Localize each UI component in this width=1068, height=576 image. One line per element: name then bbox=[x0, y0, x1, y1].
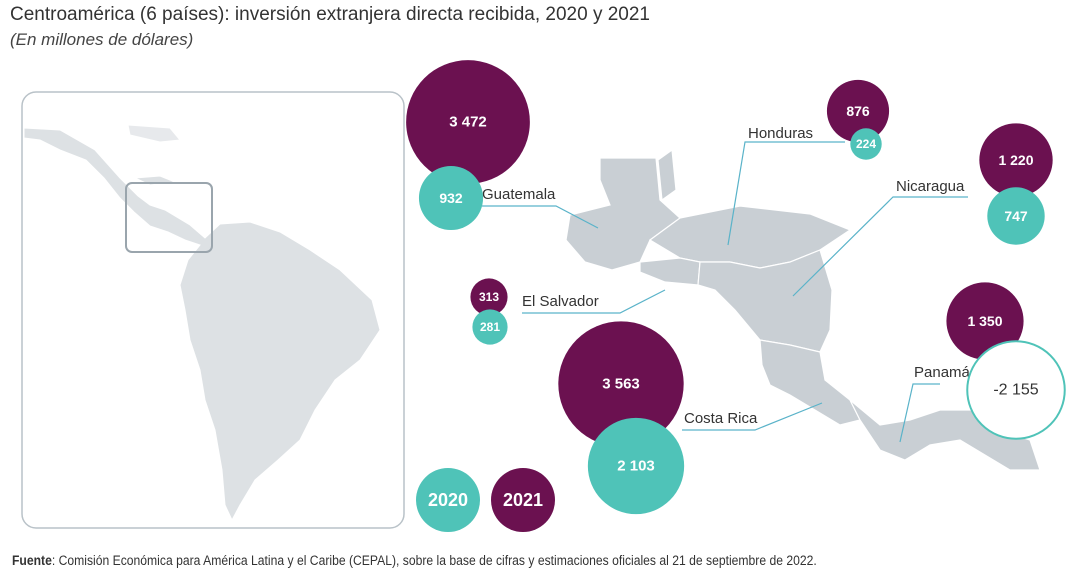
bubble-honduras-2020 bbox=[850, 128, 882, 160]
bubble-honduras-2021 bbox=[826, 79, 890, 143]
country-label-panama: Panamá bbox=[914, 364, 971, 381]
source-note: Fuente: Comisión Económica para América … bbox=[12, 553, 817, 568]
bubble-nicaragua-2021 bbox=[979, 123, 1053, 197]
map-nicaragua bbox=[697, 249, 833, 353]
chart-title: Centroamérica (6 países): inversión extr… bbox=[10, 4, 650, 25]
map-guatemala bbox=[565, 157, 681, 271]
inset-americas-map bbox=[23, 124, 381, 522]
bubble-value-el-salvador-2020: 281 bbox=[480, 320, 500, 334]
legend-bubble-2021 bbox=[491, 468, 555, 532]
bubble-value-el-salvador-2021: 313 bbox=[479, 290, 499, 304]
country-label-honduras: Honduras bbox=[748, 125, 813, 142]
leader-lines bbox=[482, 141, 968, 443]
legend-bubble-2020 bbox=[416, 468, 480, 532]
bubble-value-panama-2021: 1 350 bbox=[967, 313, 1002, 329]
bubble-guatemala-2020 bbox=[418, 165, 484, 231]
bubble-value-honduras-2021: 876 bbox=[846, 103, 870, 119]
map-costa-rica bbox=[759, 339, 861, 426]
inset-frame bbox=[21, 91, 405, 529]
chart-subtitle: (En millones de dólares) bbox=[10, 30, 194, 49]
country-label-nicaragua: Nicaragua bbox=[896, 178, 965, 195]
source-label: Fuente bbox=[12, 553, 52, 568]
bubble-panama-2020 bbox=[966, 340, 1066, 440]
map-el-salvador bbox=[639, 257, 701, 286]
map-panama bbox=[849, 399, 1041, 471]
source-text: : Comisión Económica para América Latina… bbox=[51, 553, 817, 568]
bubble-value-costa-rica-2021: 3 563 bbox=[602, 376, 640, 393]
map-belize bbox=[657, 148, 677, 202]
bubble-el-salvador-2021 bbox=[470, 278, 508, 316]
bubble-costa-rica-2021 bbox=[558, 321, 684, 447]
bubble-value-guatemala-2020: 932 bbox=[439, 190, 463, 206]
bubble-panama-2021 bbox=[946, 282, 1024, 360]
bubble-value-nicaragua-2021: 1 220 bbox=[998, 152, 1033, 168]
bubble-value-guatemala-2021: 3 472 bbox=[449, 114, 487, 131]
bubble-el-salvador-2020 bbox=[472, 309, 508, 345]
country-label-costa-rica: Costa Rica bbox=[684, 410, 758, 427]
bubble-nicaragua-2020 bbox=[987, 187, 1045, 245]
bubble-value-honduras-2020: 224 bbox=[856, 137, 876, 151]
legend-label-2020: 2020 bbox=[428, 490, 468, 510]
legend-label-2021: 2021 bbox=[503, 490, 543, 510]
country-label-el-salvador: El Salvador bbox=[522, 293, 599, 310]
central-america-map bbox=[565, 148, 1041, 471]
bubble-guatemala-2021 bbox=[406, 60, 530, 184]
country-label-guatemala: Guatemala bbox=[482, 186, 556, 203]
bubble-costa-rica-2020 bbox=[587, 417, 685, 515]
bubble-value-panama-2020: -2 155 bbox=[993, 382, 1038, 399]
bubble-value-nicaragua-2020: 747 bbox=[1004, 208, 1028, 224]
inset-highlight-box bbox=[125, 182, 213, 253]
bubble-value-costa-rica-2020: 2 103 bbox=[617, 458, 655, 475]
